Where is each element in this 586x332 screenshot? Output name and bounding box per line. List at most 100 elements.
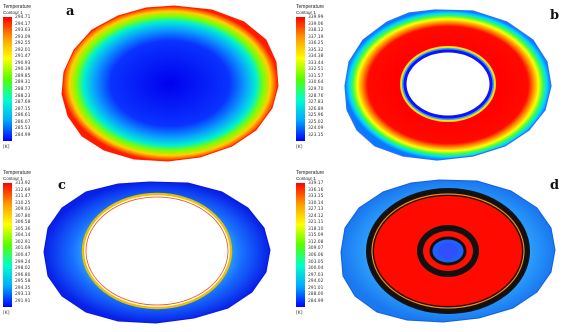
legend-title: Temperature — [3, 4, 32, 10]
legend-c: Temperature Contour 1 313.92 312.69 311.… — [3, 171, 31, 319]
legend-d: Temperature Contour 1 339.17 336.16 333.… — [296, 171, 324, 319]
tick-label: 312.08 — [308, 239, 324, 245]
tick-label: 338.12 — [308, 28, 324, 34]
tick-label: 329.70 — [308, 87, 324, 93]
tick-label: 289.85 — [15, 73, 31, 79]
tick-label: 313.92 — [15, 181, 31, 186]
contour-plot-d — [340, 179, 556, 323]
tick-label: 293.09 — [15, 34, 31, 40]
tick-label: 291.47 — [15, 54, 31, 60]
outer-thin-ring-d — [371, 193, 525, 309]
tick-label: 324.09 — [308, 126, 324, 132]
legend-subtitle: Contour 1 — [3, 176, 23, 181]
tick-labels: 313.92 312.69 311.47 310.25 309.03 307.8… — [15, 181, 30, 305]
tick-labels: 339.17 336.16 333.15 330.14 327.13 324.1… — [308, 181, 323, 305]
unit-label: [K] — [3, 145, 10, 150]
tick-label: 300.04 — [308, 266, 324, 272]
tick-label: 330.14 — [308, 200, 324, 206]
tick-label: 328.76 — [308, 93, 324, 99]
panel-label: a — [66, 4, 75, 19]
tick-label: 310.25 — [15, 200, 31, 206]
tick-label: 324.12 — [308, 213, 324, 219]
tick-label: 327.83 — [308, 100, 324, 106]
legend-a: Temperature Contour 1 294.71 294.17 293.… — [3, 5, 31, 153]
tick-label: 300.47 — [15, 253, 31, 259]
tick-label: 336.16 — [308, 187, 324, 193]
contour-plot-a — [61, 5, 279, 162]
legend-subtitle: Contour 1 — [3, 10, 23, 15]
panel-b: Temperature Contour 1 339.99 339.06 338.… — [293, 0, 586, 166]
tick-label: 326.89 — [308, 106, 324, 112]
tick-label: 335.32 — [308, 47, 324, 53]
tick-label: 294.35 — [15, 285, 31, 291]
tick-label: 302.91 — [15, 239, 31, 245]
domain-a — [61, 5, 279, 162]
tick-label: 306.58 — [15, 220, 31, 226]
tick-label: 284.99 — [15, 132, 31, 138]
tick-label: 339.17 — [308, 181, 324, 186]
tick-label: 298.02 — [15, 266, 31, 272]
unit-label: [K] — [3, 311, 10, 316]
tick-label: 290.93 — [15, 60, 31, 66]
tick-label: 294.71 — [15, 15, 31, 20]
tick-label: 287.15 — [15, 106, 31, 112]
panel-label: b — [550, 8, 560, 23]
tick-labels: 339.99 339.06 338.12 337.19 336.25 335.3… — [308, 15, 323, 139]
tick-label: 336.25 — [308, 41, 324, 47]
tick-label: 286.07 — [15, 119, 31, 125]
tick-label: 290.39 — [15, 67, 31, 73]
tick-label: 323.15 — [308, 132, 324, 138]
inner-boundary-c — [85, 196, 229, 306]
panel-c: Temperature Contour 1 313.92 312.69 311.… — [0, 166, 293, 332]
contour-plot-b — [344, 9, 552, 161]
tick-label: 307.80 — [15, 213, 31, 219]
tick-label: 294.17 — [15, 21, 31, 27]
colorbar — [3, 17, 12, 141]
tick-label: 291.01 — [308, 285, 324, 291]
tick-label: 297.03 — [308, 272, 324, 278]
tick-label: 332.51 — [308, 67, 324, 73]
panel-label: c — [58, 178, 66, 193]
tick-label: 321.11 — [308, 220, 324, 226]
tick-label: 337.19 — [308, 34, 324, 40]
tick-label: 309.03 — [15, 207, 31, 213]
tick-label: 325.96 — [308, 113, 324, 119]
legend-subtitle: Contour 1 — [296, 176, 316, 181]
tick-label: 285.53 — [15, 126, 31, 132]
legend-subtitle: Contour 1 — [296, 10, 316, 15]
tick-label: 330.64 — [308, 80, 324, 86]
tick-labels: 294.71 294.17 293.63 293.09 292.55 292.0… — [15, 15, 30, 139]
tick-label: 333.15 — [308, 194, 324, 200]
tick-label: 309.07 — [308, 246, 324, 252]
tick-label: 292.55 — [15, 41, 31, 47]
core-d — [438, 243, 458, 259]
tick-label: 303.05 — [308, 259, 324, 265]
tick-label: 311.47 — [15, 194, 31, 200]
tick-label: 315.09 — [308, 233, 324, 239]
tick-label: 318.10 — [308, 226, 324, 232]
legend-title: Temperature — [3, 170, 32, 176]
colorbar — [3, 183, 12, 307]
tick-label: 339.06 — [308, 21, 324, 27]
tick-label: 289.31 — [15, 80, 31, 86]
colorbar — [296, 17, 305, 141]
tick-label: 306.06 — [308, 253, 324, 259]
tick-label: 288.23 — [15, 93, 31, 99]
tick-label: 293.13 — [15, 292, 31, 298]
tick-label: 296.80 — [15, 272, 31, 278]
tick-label: 334.38 — [308, 54, 324, 60]
tick-label: 299.24 — [15, 259, 31, 265]
unit-label: [K] — [296, 145, 303, 150]
legend-title: Temperature — [296, 4, 325, 10]
tick-label: 327.13 — [308, 207, 324, 213]
tick-label: 301.69 — [15, 246, 31, 252]
contour-plot-c — [43, 181, 271, 324]
inner-boundary-b — [403, 49, 493, 119]
tick-label: 312.69 — [15, 187, 31, 193]
panel-a: Temperature Contour 1 294.71 294.17 293.… — [0, 0, 293, 166]
tick-label: 288.00 — [308, 292, 324, 298]
tick-label: 284.99 — [308, 298, 324, 304]
tick-label: 325.02 — [308, 119, 324, 125]
tick-label: 295.58 — [15, 279, 31, 285]
tick-label: 305.36 — [15, 226, 31, 232]
